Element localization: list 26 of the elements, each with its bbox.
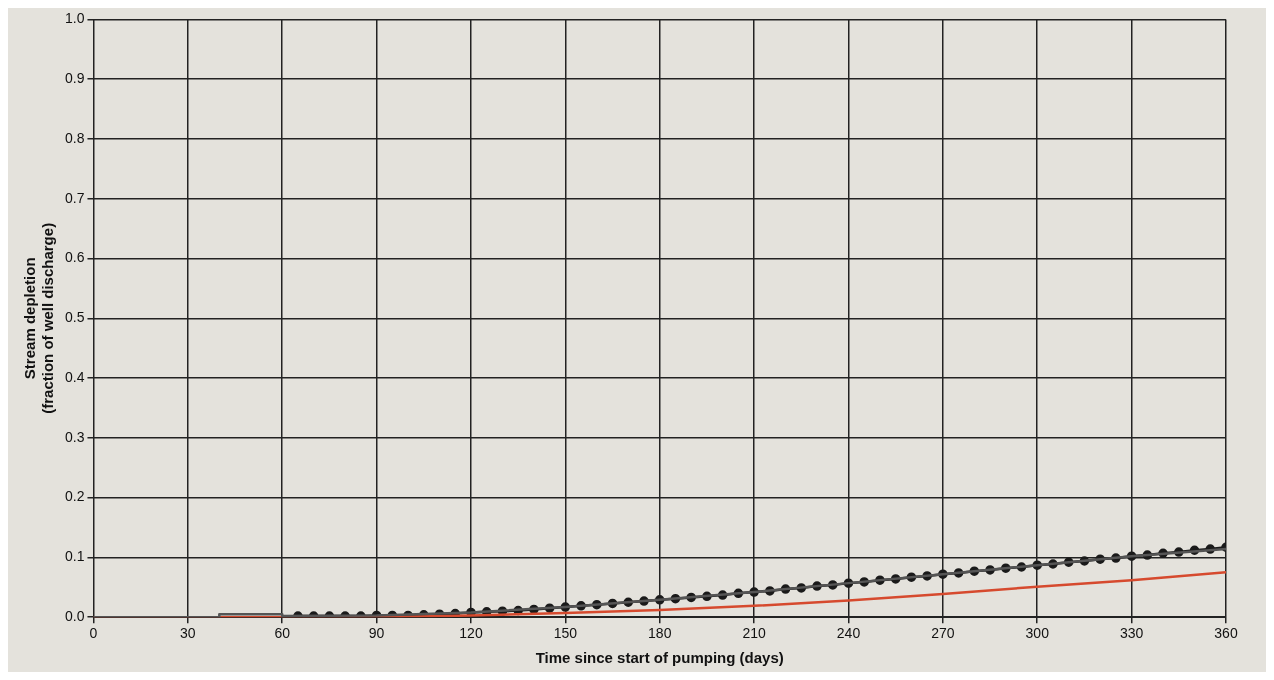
y-tick-label: 0.2 — [64, 488, 85, 505]
x-tick-label: 180 — [648, 625, 672, 642]
x-tick-label: 120 — [459, 625, 483, 642]
x-tick-label: 240 — [836, 625, 861, 642]
x-tick-label: 0 — [89, 625, 98, 642]
y-tick-label: 0.6 — [64, 249, 85, 266]
x-tick-label: 270 — [931, 625, 955, 642]
x-tick-label: 30 — [180, 625, 196, 642]
x-tick-label: 90 — [368, 625, 385, 642]
y-tick-label: 0.7 — [64, 189, 85, 206]
x-tick-label: 330 — [1119, 625, 1144, 642]
y-tick-label: 0.3 — [64, 428, 85, 445]
y-tick-label: 1.0 — [64, 10, 85, 27]
x-tick-label: 60 — [274, 625, 291, 642]
x-tick-label: 300 — [1025, 625, 1050, 642]
x-tick-label: 150 — [553, 625, 578, 642]
y-tick-label: 0.5 — [64, 309, 85, 326]
x-axis-title: Time since start of pumping (days) — [535, 649, 784, 667]
y-tick-label: 0.8 — [64, 129, 85, 146]
y-tick-label: 0.4 — [64, 368, 85, 385]
y-axis-title: Stream depletion (fraction of well discharge) — [21, 222, 57, 414]
y-tick-label: 0.1 — [64, 548, 85, 565]
y-tick-label: 0.0 — [64, 608, 85, 625]
x-tick-label: 360 — [1214, 625, 1238, 642]
x-tick-label: 210 — [742, 625, 766, 642]
y-tick-label: 0.9 — [64, 70, 85, 87]
